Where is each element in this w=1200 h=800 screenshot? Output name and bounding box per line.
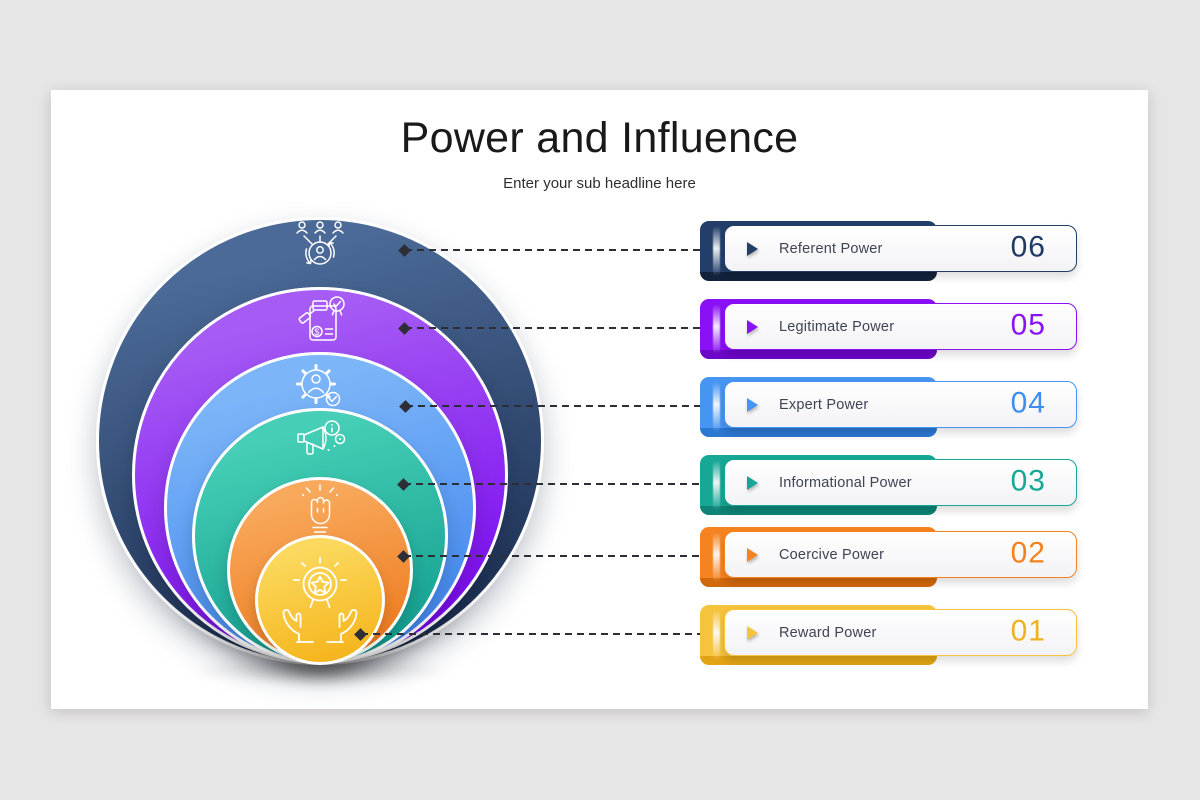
card-number: 06 bbox=[1010, 230, 1046, 264]
card-number: 01 bbox=[1010, 614, 1046, 648]
card-panel: Coercive Power 02 bbox=[724, 531, 1077, 578]
connector-line bbox=[354, 627, 700, 641]
connector-line bbox=[397, 549, 700, 563]
card-expert-power: Expert Power 04 bbox=[700, 377, 1077, 437]
gear-person-icon bbox=[296, 364, 341, 407]
gloss-highlight bbox=[713, 382, 720, 432]
gloss-highlight bbox=[713, 460, 720, 510]
card-reward-power: Reward Power 01 bbox=[700, 605, 1077, 665]
connector-line bbox=[399, 399, 700, 413]
play-icon bbox=[747, 475, 758, 490]
svg-text:$: $ bbox=[314, 327, 319, 337]
card-number: 03 bbox=[1010, 464, 1046, 498]
play-icon bbox=[747, 241, 758, 256]
play-icon bbox=[747, 625, 758, 640]
card-panel: Referent Power 06 bbox=[724, 225, 1077, 272]
card-number: 04 bbox=[1010, 386, 1046, 420]
slide-subtitle: Enter your sub headline here bbox=[503, 175, 696, 192]
card-panel: Legitimate Power 05 bbox=[724, 303, 1077, 350]
card-label: Informational Power bbox=[779, 474, 912, 491]
play-icon bbox=[747, 319, 758, 334]
card-panel: Informational Power 03 bbox=[724, 459, 1077, 506]
card-panel: Expert Power 04 bbox=[724, 381, 1077, 428]
connector-line bbox=[398, 243, 700, 257]
gloss-highlight bbox=[713, 532, 720, 582]
gloss-highlight bbox=[713, 610, 720, 660]
play-icon bbox=[747, 397, 758, 412]
card-panel: Reward Power 01 bbox=[724, 609, 1077, 656]
gloss-highlight bbox=[713, 304, 720, 354]
card-label: Legitimate Power bbox=[779, 318, 895, 335]
card-number: 02 bbox=[1010, 536, 1046, 570]
card-legitimate-power: Legitimate Power 05 bbox=[700, 299, 1077, 359]
card-coercive-power: Coercive Power 02 bbox=[700, 527, 1077, 587]
card-referent-power: Referent Power 06 bbox=[700, 221, 1077, 281]
card-number: 05 bbox=[1010, 308, 1046, 342]
people-network-icon bbox=[296, 221, 344, 265]
megaphone-info-icon bbox=[297, 420, 346, 455]
card-label: Coercive Power bbox=[779, 546, 885, 563]
card-informational-power: Informational Power 03 bbox=[700, 455, 1077, 515]
connector-line bbox=[398, 321, 700, 335]
card-label: Referent Power bbox=[779, 240, 883, 257]
slide-title: Power and Influence bbox=[400, 114, 799, 162]
card-label: Expert Power bbox=[779, 396, 869, 413]
play-icon bbox=[747, 547, 758, 562]
gloss-highlight bbox=[713, 226, 720, 276]
hands-award-icon bbox=[282, 557, 358, 643]
fist-icon bbox=[302, 484, 338, 533]
connector-line bbox=[397, 477, 700, 491]
certificate-icon: $ bbox=[298, 296, 345, 341]
card-label: Reward Power bbox=[779, 624, 877, 641]
